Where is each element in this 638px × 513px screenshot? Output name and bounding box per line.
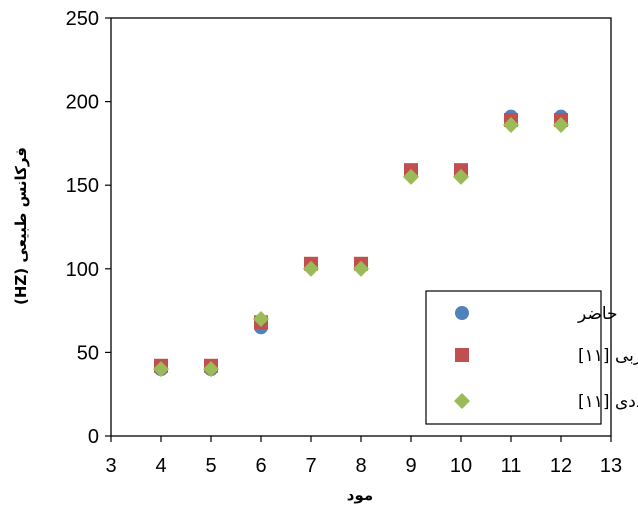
numerical-point [453, 168, 469, 185]
x-tick-label: 13 [600, 455, 622, 477]
y-tick-label: 0 [88, 426, 99, 448]
data-points [153, 109, 569, 378]
series-numerical [153, 117, 569, 378]
numerical-point [153, 361, 169, 378]
numerical-point [203, 361, 219, 378]
legend-numerical-marker [454, 393, 470, 409]
x-tick-label: 5 [205, 455, 216, 477]
y-axis-ticks: 0 50 100 150 200 250 [66, 8, 111, 448]
x-tick-label: 11 [501, 455, 522, 477]
y-axis-title: فرکانس طبیعی (HZ) [12, 147, 30, 305]
legend-present-label: حاضر [577, 304, 618, 324]
x-axis-ticks: 3 4 5 6 7 8 9 10 11 12 13 [105, 436, 622, 477]
numerical-point [503, 117, 519, 134]
y-tick-label: 150 [66, 175, 99, 197]
y-tick-label: 250 [66, 8, 99, 30]
legend-frame [425, 290, 602, 425]
x-tick-label: 12 [550, 455, 572, 477]
x-tick-label: 4 [155, 455, 166, 477]
numerical-point [303, 260, 319, 277]
x-tick-label: 3 [105, 455, 116, 477]
legend: حاضر تجربی [۱۱] عددی [۱۱] [425, 290, 638, 425]
legend-experimental-label: تجربی [۱۱] [578, 346, 638, 366]
y-tick-label: 100 [66, 259, 99, 281]
x-tick-label: 8 [355, 455, 366, 477]
numerical-point [553, 117, 569, 134]
y-tick-label: 50 [77, 342, 99, 364]
x-tick-label: 7 [305, 455, 316, 477]
y-tick-label: 200 [66, 92, 99, 114]
numerical-point [253, 310, 269, 327]
legend-numerical-label: عددی [۱۱] [578, 392, 638, 412]
legend-present-marker [455, 306, 469, 320]
numerical-point [353, 260, 369, 277]
x-tick-label: 6 [255, 455, 266, 477]
x-axis-title: مود [347, 486, 373, 504]
legend-experimental-marker [455, 348, 469, 362]
x-tick-label: 10 [450, 455, 472, 477]
x-tick-label: 9 [405, 455, 416, 477]
numerical-point [403, 168, 419, 185]
